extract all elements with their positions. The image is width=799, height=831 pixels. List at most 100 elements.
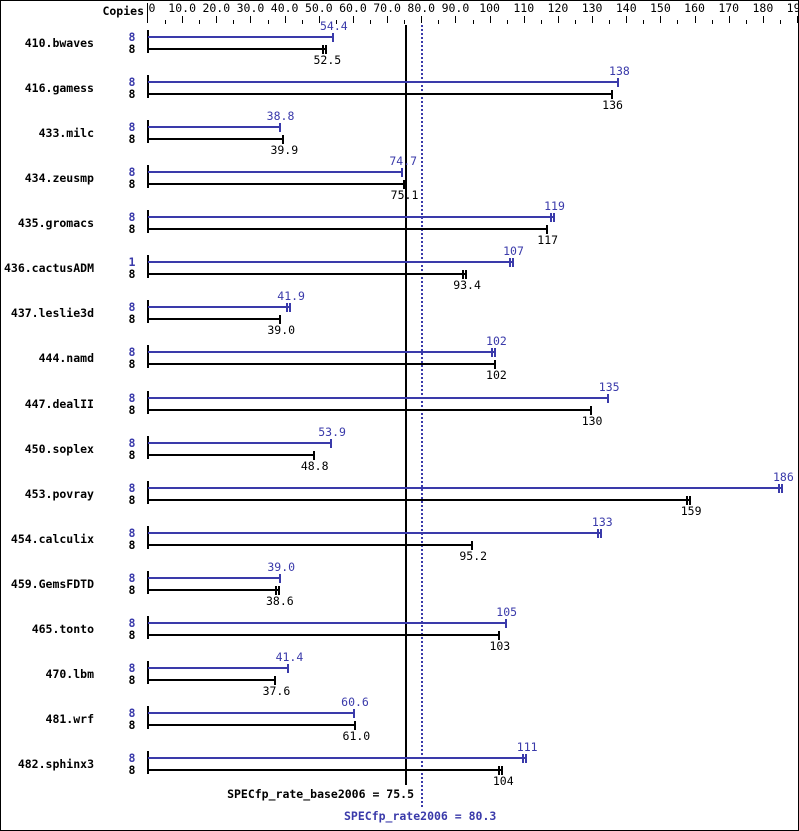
bar-end-cap — [511, 258, 514, 268]
axis-minor-tick — [609, 20, 610, 24]
base-rate-reference-line — [405, 25, 407, 785]
base-bar — [148, 228, 548, 231]
axis-minor-tick — [165, 20, 166, 24]
bar-end-cap — [465, 270, 468, 280]
axis-tick-label: 190 — [786, 1, 798, 15]
benchmark-label: 454.calculix — [10, 531, 94, 546]
axis-major-tick — [763, 16, 764, 23]
axis-minor-tick — [199, 20, 200, 24]
bar-end-cap — [497, 630, 500, 640]
group-bracket — [147, 75, 149, 99]
copies-value-base: 8 — [128, 537, 136, 552]
peak-value-label: 38.8 — [266, 109, 295, 124]
bar-end-cap — [607, 393, 610, 403]
bar-end-cap — [781, 483, 784, 493]
base-value-label: 117 — [537, 233, 559, 248]
copies-value-base: 8 — [128, 42, 136, 56]
peak-bar — [148, 126, 281, 129]
base-value-label: 136 — [602, 98, 623, 113]
axis-major-tick — [455, 16, 456, 23]
benchmark-label: 436.cactusADM — [3, 261, 94, 276]
copies-value-peak: 1 — [128, 255, 136, 270]
copies-column-header: Copies — [102, 4, 144, 18]
axis-major-tick — [626, 16, 627, 23]
bar-end-cap — [287, 663, 290, 673]
group-bracket — [147, 390, 149, 414]
axis-minor-tick — [336, 20, 337, 24]
peak-value-label: 138 — [609, 64, 630, 79]
bar-end-cap — [686, 495, 689, 505]
bar-end-cap — [522, 754, 525, 764]
base-value-label: 75.1 — [390, 188, 419, 203]
axis-tick-label: 180 — [752, 1, 774, 15]
benchmark-label: 450.soplex — [24, 441, 94, 456]
peak-bar — [148, 757, 528, 760]
copies-value-peak: 8 — [128, 615, 136, 630]
axis-major-tick — [729, 16, 730, 23]
axis-tick-label: 90.0 — [441, 1, 470, 15]
bar-end-cap — [279, 315, 282, 325]
axis-minor-tick — [643, 20, 644, 24]
group-bracket — [147, 120, 149, 144]
axis-tick-label: 150 — [650, 1, 671, 15]
copies-value-base: 8 — [128, 672, 136, 687]
bar-end-cap — [462, 270, 465, 280]
axis-tick-label: 40.0 — [270, 1, 299, 15]
base-bar — [148, 453, 315, 456]
base-bar — [148, 633, 500, 636]
axis-major-tick — [250, 16, 251, 23]
axis-minor-tick — [438, 20, 439, 24]
bar-end-cap — [491, 348, 494, 358]
peak-value-label: 39.0 — [267, 559, 296, 574]
benchmark-label: 465.tonto — [31, 621, 94, 636]
base-bar — [148, 724, 357, 727]
axis-tick-label: 100 — [479, 1, 500, 15]
benchmark-label: 444.namd — [38, 351, 94, 366]
benchmark-label: 447.dealII — [24, 396, 94, 411]
base-bar — [148, 363, 497, 366]
axis-major-tick — [660, 16, 661, 23]
base-rate-summary-label: SPECfp_rate_base2006 = 75.5 — [227, 787, 414, 801]
axis-major-tick — [592, 16, 593, 23]
peak-bar — [148, 396, 610, 399]
axis-minor-tick — [473, 20, 474, 24]
peak-bar — [148, 486, 784, 489]
peak-bar — [148, 351, 497, 354]
axis-major-tick — [524, 16, 525, 23]
base-bar — [148, 769, 504, 772]
copies-value-base: 8 — [128, 763, 136, 778]
peak-bar — [148, 666, 290, 669]
bar-end-cap — [289, 303, 292, 313]
axis-major-tick — [319, 16, 320, 23]
copies-value-base: 8 — [128, 177, 136, 192]
axis-major-tick — [695, 16, 696, 23]
group-bracket — [147, 480, 149, 504]
base-bar — [148, 183, 405, 186]
bar-end-cap — [353, 709, 355, 719]
peak-bar — [148, 306, 292, 309]
axis-tick-label: 60.0 — [339, 1, 367, 15]
base-value-label: 48.8 — [300, 458, 329, 473]
benchmark-label: 433.milc — [38, 126, 94, 141]
copies-value-peak: 8 — [128, 120, 136, 135]
axis-major-tick — [797, 16, 798, 23]
bar-end-cap — [689, 495, 692, 505]
base-bar — [148, 273, 468, 276]
axis-tick-label: 80.0 — [407, 1, 436, 15]
axis-major-tick — [353, 16, 354, 23]
copies-value-peak: 8 — [128, 390, 136, 405]
bar-end-cap — [545, 225, 548, 235]
bar-end-cap — [277, 585, 280, 595]
axis-tick-label: 30.0 — [236, 1, 265, 15]
group-bracket — [147, 660, 149, 684]
peak-value-label: 135 — [598, 379, 620, 394]
copies-value-base: 8 — [128, 582, 136, 597]
axis-minor-tick — [268, 20, 269, 24]
group-bracket — [147, 570, 149, 594]
axis-minor-tick — [404, 20, 405, 24]
bar-end-cap — [274, 585, 277, 595]
axis-major-tick — [216, 16, 217, 23]
copies-value-peak: 8 — [128, 345, 136, 360]
bar-end-cap — [279, 573, 282, 583]
axis-major-tick — [490, 16, 491, 23]
